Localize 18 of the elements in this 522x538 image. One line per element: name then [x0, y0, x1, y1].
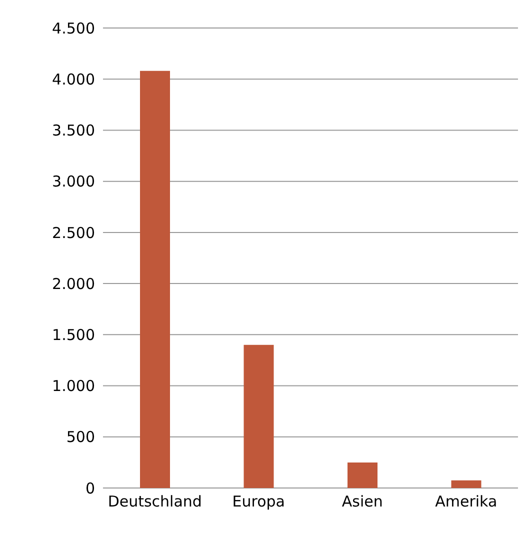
y-tick-label: 0 [85, 479, 95, 498]
y-tick-label: 1.000 [52, 377, 95, 396]
y-tick-label: 2.500 [52, 224, 95, 242]
x-tick-label: Europa [232, 492, 285, 511]
x-tick-label: Deutschland [108, 492, 202, 511]
bar [451, 480, 482, 488]
y-tick-label: 3.500 [52, 122, 95, 140]
x-tick-label: Amerika [435, 492, 498, 511]
y-tick-label: 1.500 [52, 326, 95, 344]
y-tick-label: 3.000 [52, 172, 95, 191]
x-tick-label: Asien [342, 492, 383, 511]
y-tick-label: 4.000 [52, 70, 95, 88]
y-tick-label: 500 [66, 428, 95, 446]
bar [140, 70, 170, 488]
y-tick-label: 2.000 [52, 274, 95, 293]
bar [348, 462, 378, 488]
y-tick-label: 4.500 [52, 19, 95, 38]
bar [244, 344, 274, 488]
